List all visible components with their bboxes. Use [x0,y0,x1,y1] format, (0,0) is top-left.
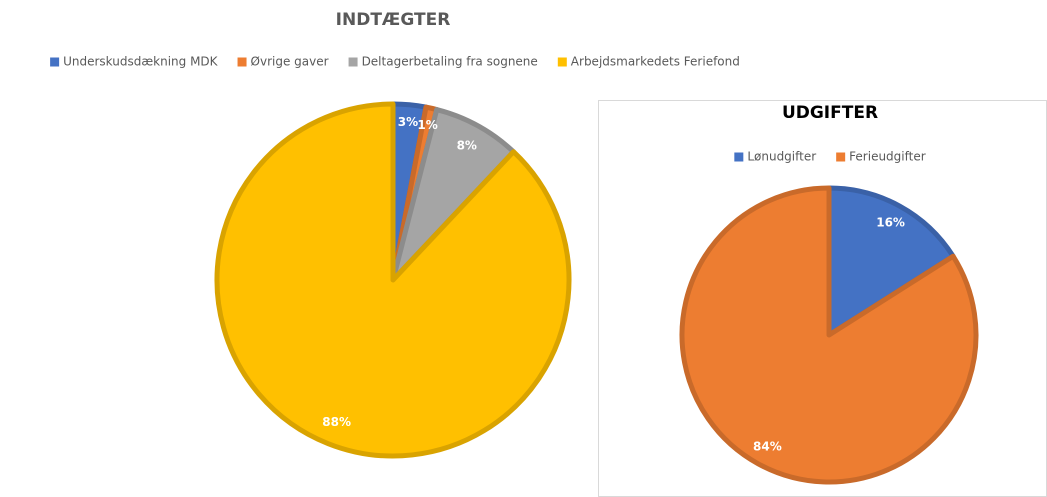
legend-swatch [836,152,846,162]
legend-label: Arbejdsmarkedets Feriefond [571,55,740,69]
legend-label: Deltagerbetaling fra sognene [362,55,538,69]
legend-swatch [734,152,744,162]
chart-title: INDTÆGTER [336,10,451,30]
pie-slice [679,185,979,485]
data-label: 84% [753,440,782,454]
data-label: 88% [322,415,351,429]
legend-label: Lønudgifter [747,150,816,164]
chart-title: UDGIFTER [782,103,878,123]
data-label: 16% [876,215,905,229]
legend-label: Underskudsdækning MDK [63,55,219,69]
pie-slice [826,185,956,338]
pie-slice [214,101,572,459]
data-label: 8% [457,138,477,152]
data-label: 3% [398,115,418,129]
legend-label: Ferieudgifter [849,150,926,164]
legend-swatch [557,57,567,67]
legend-swatch [50,57,60,67]
data-label: 1% [417,118,437,132]
legend-label: Øvrige gaver [251,55,329,69]
legend-swatch [237,57,247,67]
legend-swatch [348,57,358,67]
